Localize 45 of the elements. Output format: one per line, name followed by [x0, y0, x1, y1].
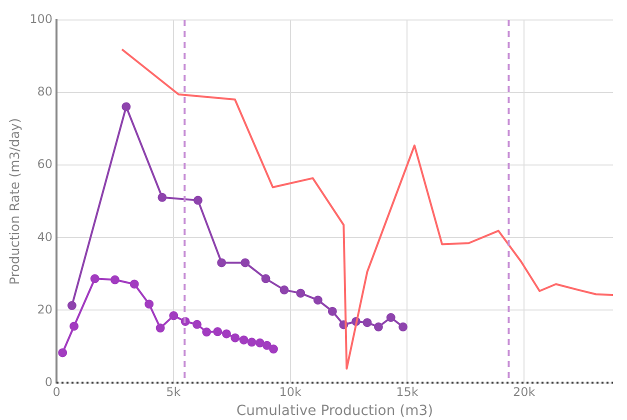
y-axis-title: Production Rate (m3/day) — [8, 118, 24, 285]
x-tick-label: 5k — [166, 385, 181, 400]
point — [202, 328, 212, 337]
point — [239, 335, 248, 344]
point — [261, 274, 270, 284]
y-tick-label: 40 — [37, 230, 53, 244]
point — [193, 196, 202, 205]
point — [213, 327, 222, 336]
x-tick-label: 15k — [396, 385, 418, 400]
y-tick-label: 20 — [37, 302, 53, 316]
y-tick-label: 0 — [44, 374, 53, 389]
point — [144, 300, 154, 309]
point — [362, 318, 372, 328]
point — [130, 280, 139, 289]
point — [240, 258, 250, 268]
y-tick-label: 60 — [37, 157, 53, 172]
point — [158, 192, 167, 202]
x-tick-label: 20k — [513, 385, 536, 400]
point — [247, 338, 256, 347]
point — [156, 324, 165, 333]
point — [110, 275, 120, 284]
point — [262, 340, 272, 350]
point — [222, 329, 231, 338]
point — [268, 344, 278, 354]
x-axis-title: Cumulative Production (m3) — [236, 403, 434, 420]
point — [296, 288, 306, 298]
point — [90, 274, 100, 284]
point — [217, 258, 226, 268]
point — [122, 102, 131, 112]
point — [255, 338, 264, 348]
point — [328, 306, 337, 316]
point — [386, 312, 396, 322]
x-tick-label: 10k — [279, 385, 302, 400]
point — [192, 320, 202, 329]
point — [58, 348, 68, 358]
point — [70, 322, 79, 331]
y-tick-label: 80 — [37, 84, 53, 99]
point — [374, 322, 383, 332]
y-tick-label: 100 — [30, 12, 53, 26]
point — [169, 311, 178, 320]
point — [398, 322, 408, 332]
point — [230, 333, 240, 342]
point — [313, 296, 322, 305]
point — [280, 285, 289, 294]
point — [67, 301, 76, 310]
